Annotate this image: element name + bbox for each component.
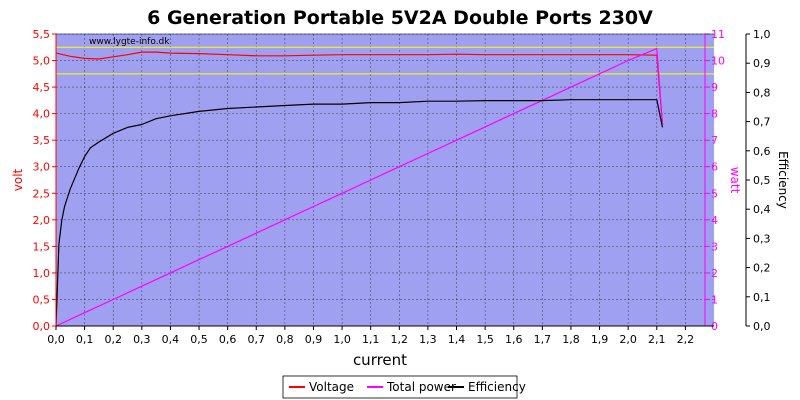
y-right-tick-label: 0,0	[753, 320, 771, 333]
x-tick-label: 0,5	[190, 333, 208, 346]
legend-label-voltage: Voltage	[309, 380, 354, 394]
x-tick-label: 1,9	[591, 333, 609, 346]
y-right-tick-label: 0,4	[753, 203, 771, 216]
x-tick-label: 0,0	[47, 333, 65, 346]
y-right-tick-label: 0,1	[753, 291, 771, 304]
y-left-tick-label: 4,5	[33, 81, 51, 94]
y-axis-mid-label: watt	[728, 167, 742, 194]
x-tick-label: 0,8	[276, 333, 294, 346]
x-tick-label: 1,7	[534, 333, 552, 346]
y-mid-tick-label: 9	[711, 81, 718, 94]
x-tick-label: 1,6	[505, 333, 523, 346]
y-axis-right-label: Efficiency	[776, 151, 790, 209]
x-tick-label: 0,6	[219, 333, 237, 346]
x-tick-label: 0,2	[104, 333, 122, 346]
x-tick-label: 1,4	[448, 333, 466, 346]
x-tick-label: 0,1	[76, 333, 94, 346]
y-left-tick-label: 2,5	[33, 187, 51, 200]
x-tick-label: 0,4	[162, 333, 180, 346]
y-left-tick-label: 5,0	[33, 55, 51, 68]
y-left-tick-label: 0,0	[33, 320, 51, 333]
x-tick-label: 0,3	[133, 333, 151, 346]
x-tick-label: 1,8	[562, 333, 580, 346]
legend-box	[282, 375, 518, 399]
y-left-tick-label: 1,0	[33, 267, 51, 280]
y-right-tick-label: 0,2	[753, 262, 771, 275]
y-mid-tick-label: 7	[711, 134, 718, 147]
y-mid-tick-label: 6	[711, 161, 718, 174]
y-mid-tick-label: 0	[711, 320, 718, 333]
series-line-efficiency	[55, 99, 664, 327]
y-mid-tick-label: 11	[711, 28, 725, 41]
y-right-tick-label: 1,0	[753, 28, 771, 41]
y-left-tick-label: 4,0	[33, 108, 51, 121]
y-mid-tick-label: 1	[711, 293, 718, 306]
x-axis-label: current	[353, 351, 407, 369]
x-tick-label: 1,5	[476, 333, 494, 346]
x-tick-label: 1,0	[333, 333, 351, 346]
y-mid-tick-label: 5	[711, 187, 718, 200]
x-tick-label: 2,1	[648, 333, 666, 346]
plot-background	[56, 34, 714, 326]
y-axis-left-label: volt	[11, 168, 25, 191]
x-tick-label: 1,2	[391, 333, 409, 346]
x-tick-label: 0,7	[248, 333, 266, 346]
y-mid-tick-label: 8	[711, 108, 718, 121]
y-mid-tick-label: 3	[711, 240, 718, 253]
y-mid-tick-label: 2	[711, 267, 718, 280]
y-left-tick-label: 1,5	[33, 240, 51, 253]
y-left-tick-label: 0,5	[33, 293, 51, 306]
legend: Voltage Total power Efficiency	[282, 375, 526, 399]
legend-label-total-power: Total power	[386, 380, 456, 394]
y-left-tick-label: 3,0	[33, 161, 51, 174]
chart-title: 6 Generation Portable 5V2A Double Ports …	[147, 7, 653, 29]
x-tick-label: 2,2	[677, 333, 695, 346]
legend-label-efficiency: Efficiency	[468, 380, 526, 394]
y-right-tick-label: 0,9	[753, 57, 771, 70]
x-tick-label: 1,3	[419, 333, 437, 346]
x-tick-label: 0,9	[305, 333, 323, 346]
y-left-tick-label: 2,0	[33, 214, 51, 227]
x-tick-label: 2,0	[619, 333, 637, 346]
y-right-tick-label: 0,3	[753, 232, 771, 245]
watermark-text: www.lygte-info.dk	[89, 37, 170, 47]
x-tick-label: 1,1	[362, 333, 380, 346]
y-right-tick-label: 0,5	[753, 174, 771, 187]
series-line-total-power	[55, 47, 664, 327]
y-right-tick-label: 0,8	[753, 86, 771, 99]
series-line-voltage	[55, 51, 664, 125]
y-mid-tick-label: 4	[711, 214, 718, 227]
y-right-tick-label: 0,6	[753, 145, 771, 158]
y-mid-tick-label: 10	[711, 55, 725, 68]
y-left-tick-label: 5,5	[33, 28, 51, 41]
y-right-tick-label: 0,7	[753, 116, 771, 129]
y-left-tick-label: 3,5	[33, 134, 51, 147]
